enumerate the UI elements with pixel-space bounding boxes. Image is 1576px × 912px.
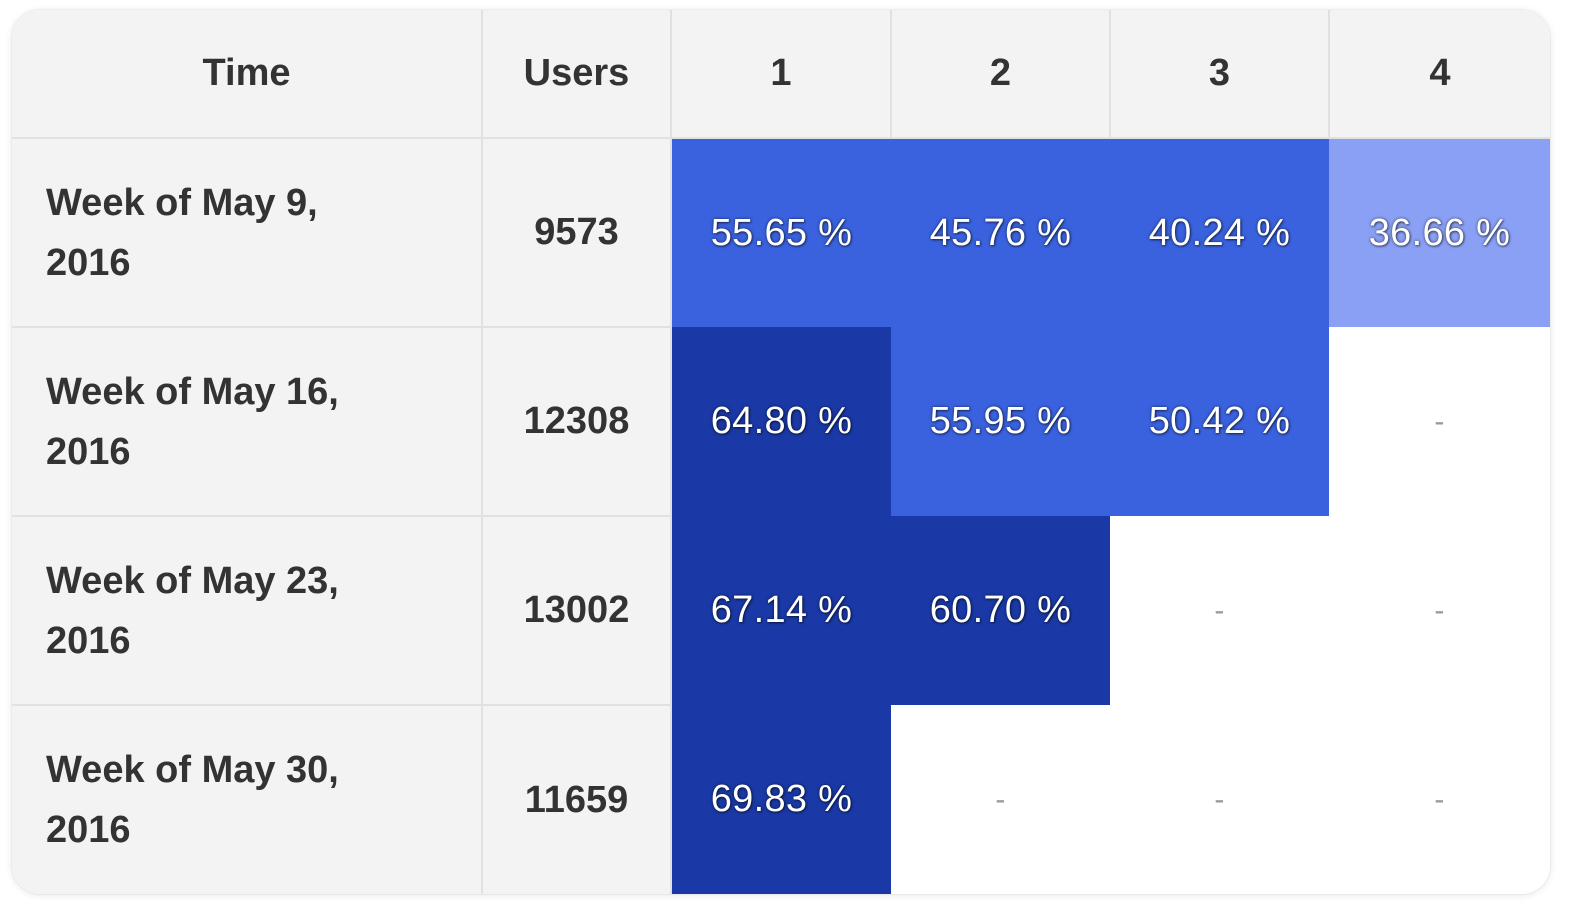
header-period-4[interactable]: 4 xyxy=(1329,10,1550,139)
cohort-time-cell: Week of May 23, 2016 xyxy=(12,516,483,706)
retention-cell: 69.83 % xyxy=(671,705,891,894)
retention-cell: 55.65 % xyxy=(671,138,891,327)
cohort-week-label: Week of May 30, xyxy=(46,749,339,791)
cohort-week-label: Week of May 9, xyxy=(46,181,318,224)
retention-cell: - xyxy=(1110,705,1329,894)
cohort-users-cell: 11659 xyxy=(482,705,672,894)
retention-cell: 45.76 % xyxy=(891,138,1110,327)
header-row: Time Users 1 2 3 4 xyxy=(12,10,1550,139)
cohort-year-label: 2016 xyxy=(46,619,131,662)
cohort-users-cell: 12308 xyxy=(482,327,672,517)
table-row: Week of May 16, 2016 12308 64.80 % 55.95 … xyxy=(12,327,1550,517)
header-period-1[interactable]: 1 xyxy=(671,10,892,139)
retention-cell: - xyxy=(1110,516,1329,705)
cohort-time-cell: Week of May 9, 2016 xyxy=(12,138,483,328)
retention-cell: - xyxy=(1329,705,1550,894)
table-row: Week of May 30, 2016 11659 69.83 % - - - xyxy=(12,705,1550,894)
cohort-year-label: 2016 xyxy=(46,809,131,851)
retention-cell: 40.24 % xyxy=(1110,138,1329,327)
cohort-time-cell: Week of May 16, 2016 xyxy=(12,327,483,517)
cohort-retention-table: Time Users 1 2 3 4 Week of May 9, 2016 95… xyxy=(12,10,1550,894)
header-period-2[interactable]: 2 xyxy=(891,10,1111,139)
retention-cell: 36.66 % xyxy=(1329,138,1550,327)
header-period-3[interactable]: 3 xyxy=(1110,10,1330,139)
retention-cell: 60.70 % xyxy=(891,516,1110,705)
cohort-week-label: Week of May 23, xyxy=(46,559,339,602)
cohort-year-label: 2016 xyxy=(46,430,131,473)
retention-cell: - xyxy=(1329,327,1550,516)
retention-cell: - xyxy=(891,705,1110,894)
table-row: Week of May 23, 2016 13002 67.14 % 60.70 … xyxy=(12,516,1550,706)
header-time[interactable]: Time xyxy=(12,10,483,139)
cohort-table-card: Time Users 1 2 3 4 Week of May 9, 2016 95… xyxy=(12,10,1550,894)
retention-cell: 55.95 % xyxy=(891,327,1110,516)
cohort-week-label: Week of May 16, xyxy=(46,370,339,413)
header-users[interactable]: Users xyxy=(482,10,672,139)
cohort-time-cell: Week of May 30, 2016 xyxy=(12,705,483,894)
retention-cell: 64.80 % xyxy=(671,327,891,516)
table-row: Week of May 9, 2016 9573 55.65 % 45.76 % … xyxy=(12,138,1550,328)
cohort-year-label: 2016 xyxy=(46,241,131,284)
cohort-users-cell: 13002 xyxy=(482,516,672,706)
retention-cell: 50.42 % xyxy=(1110,327,1329,516)
cohort-users-cell: 9573 xyxy=(482,138,672,328)
retention-cell: - xyxy=(1329,516,1550,705)
retention-cell: 67.14 % xyxy=(671,516,891,705)
